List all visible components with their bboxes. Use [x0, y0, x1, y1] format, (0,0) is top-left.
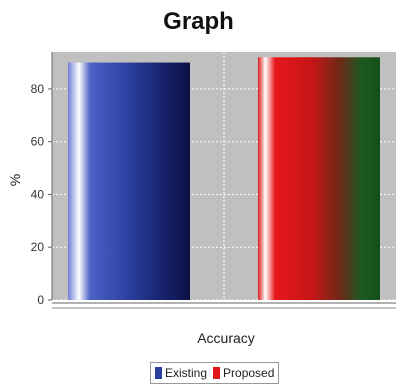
legend-item-proposed: Proposed [213, 366, 274, 380]
legend-swatch-existing [155, 367, 162, 379]
legend-label-proposed: Proposed [223, 366, 275, 380]
y-tick-label: 80 [31, 82, 45, 96]
y-tick-label: 60 [31, 135, 45, 149]
legend-swatch-proposed [213, 367, 221, 379]
legend-label-existing: Existing [165, 366, 208, 380]
axes: 0 20 40 60 80 [31, 52, 396, 309]
bars [68, 57, 380, 300]
legend: Existing Proposed [150, 362, 280, 384]
y-tick-label: 20 [31, 240, 45, 254]
y-tick-label: 0 [37, 293, 44, 307]
y-axis-title: % [7, 174, 23, 186]
bar-existing [68, 62, 190, 300]
y-tick-label: 40 [31, 187, 45, 201]
chart-title: Graph [163, 8, 234, 35]
legend-item-existing: Existing [155, 366, 207, 380]
bar-proposed [258, 57, 380, 300]
x-axis-title: Accuracy [197, 330, 255, 346]
